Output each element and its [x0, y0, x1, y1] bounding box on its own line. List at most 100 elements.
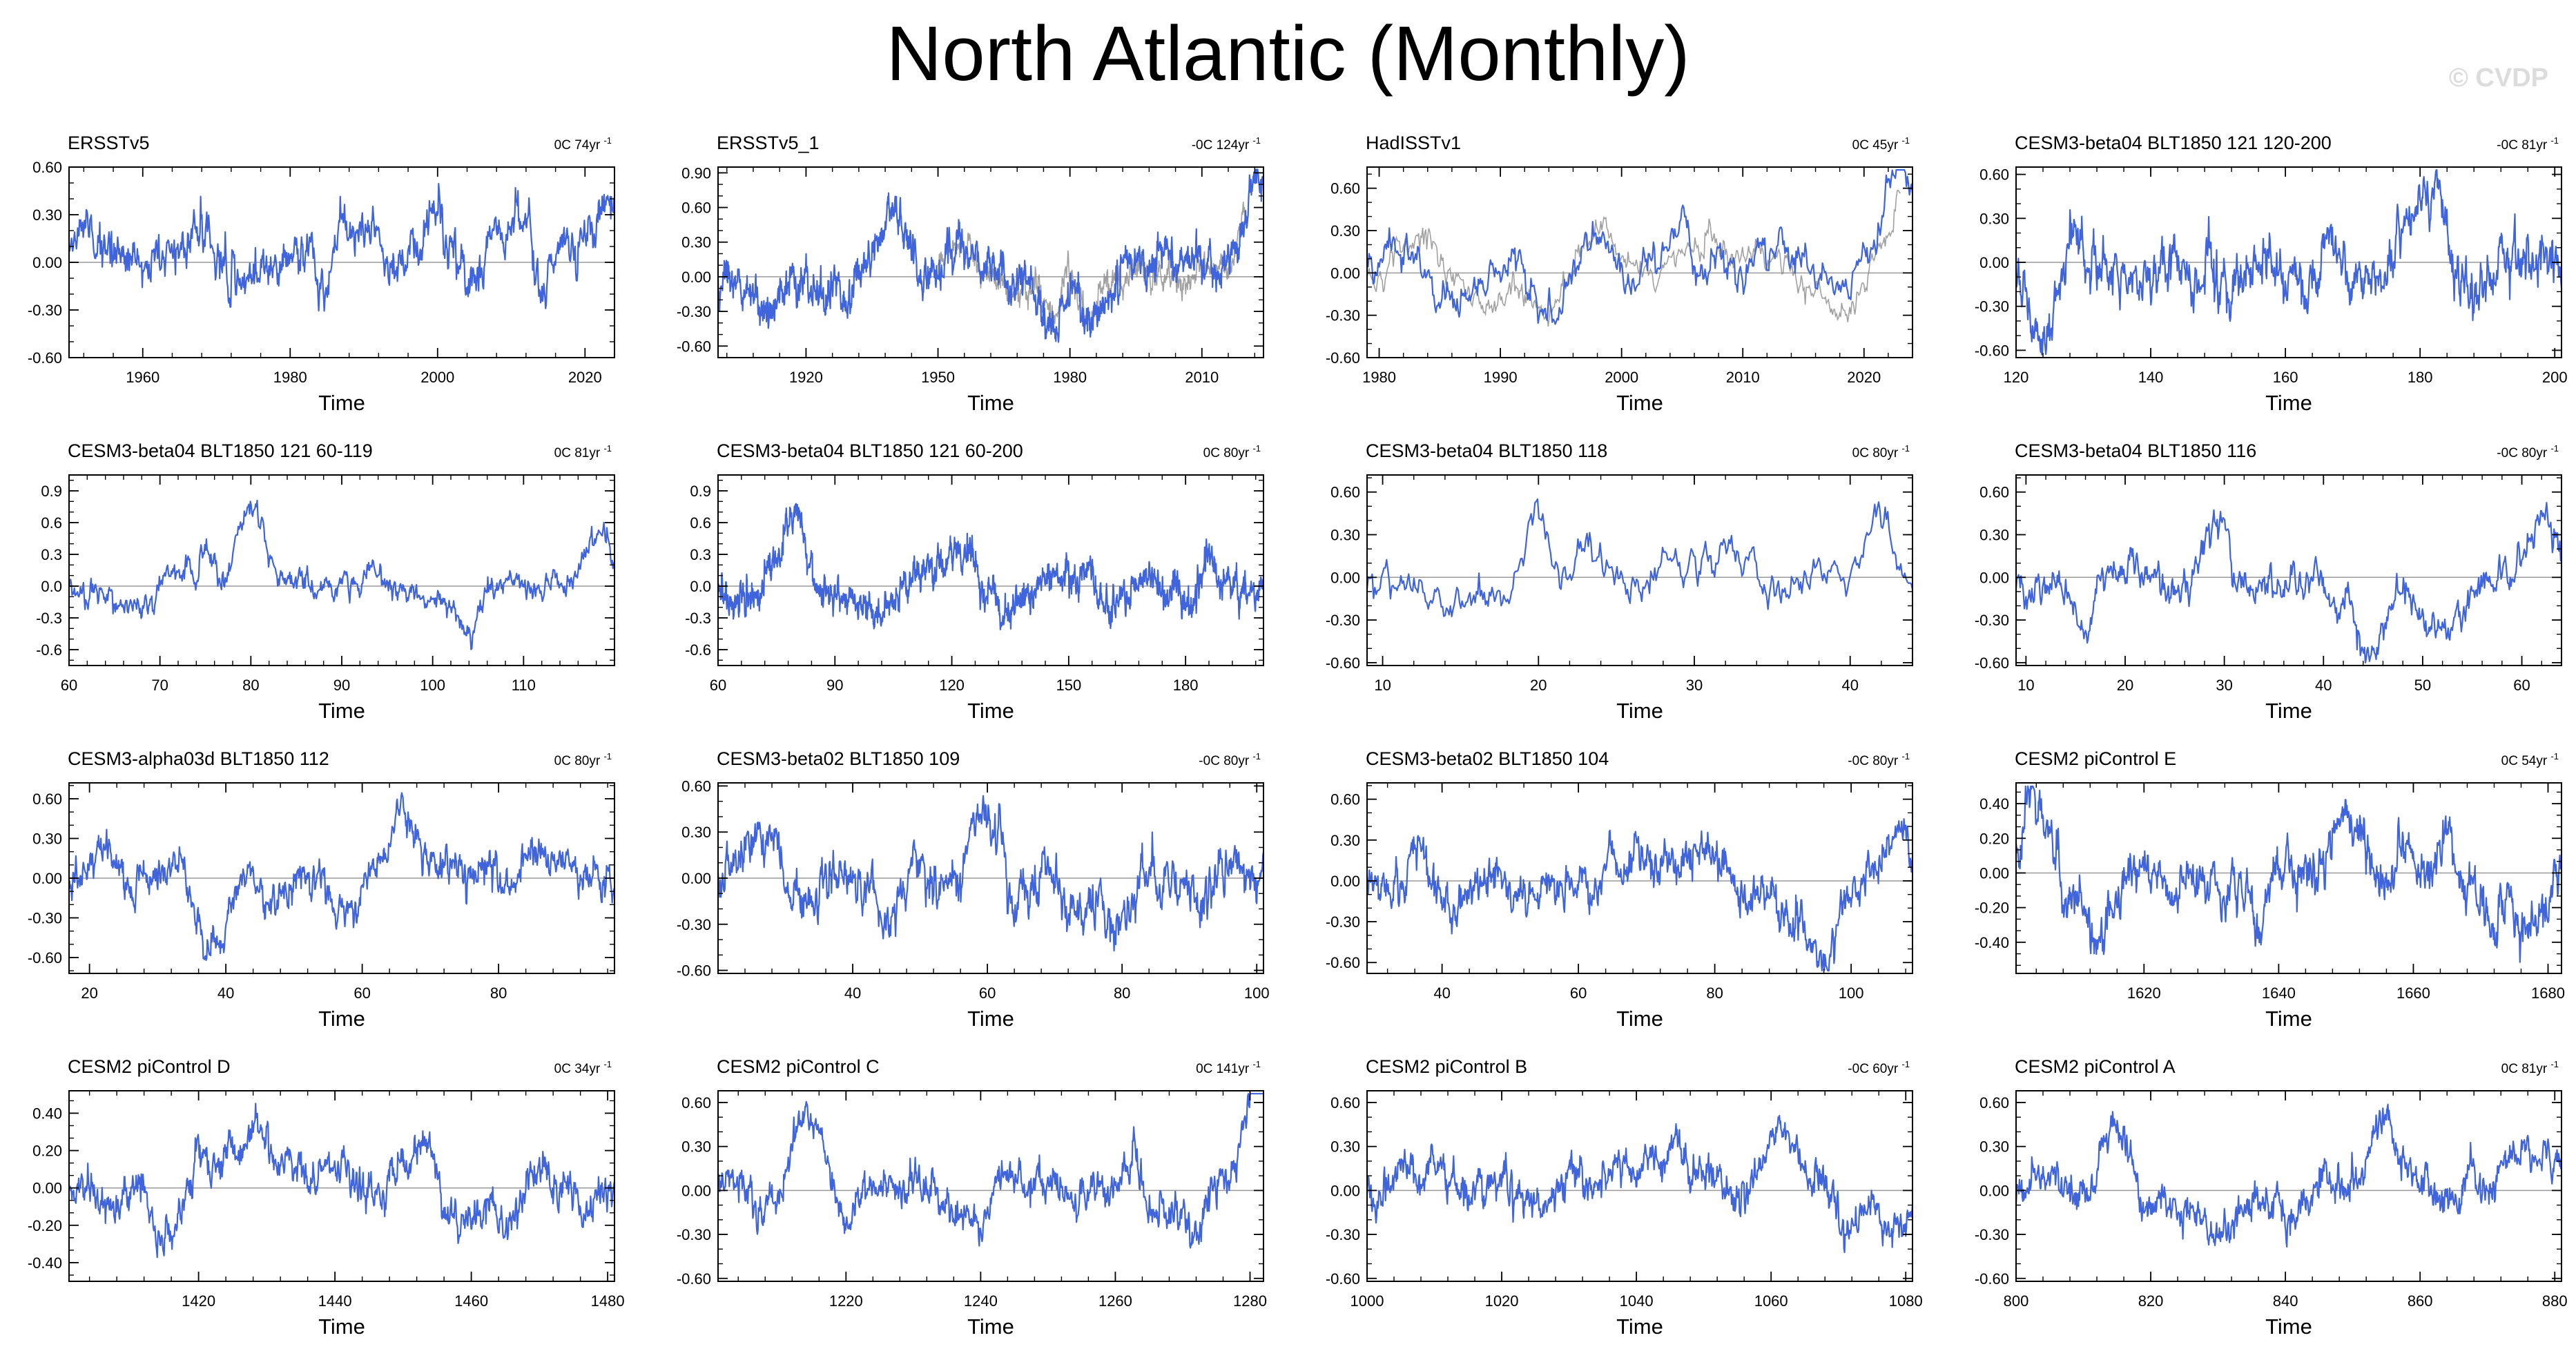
trend-label: 0C 34yr -1	[554, 1059, 612, 1076]
x-tick-label: 1480	[591, 1292, 625, 1310]
chart-panel: ERSSTv5_1 -0C 124yr -1 -0.60 -0.30 0.00 0.30 0…	[677, 133, 1265, 415]
x-tick-label: 1660	[2396, 984, 2430, 1002]
y-tick-label: 0.00	[1330, 1182, 1360, 1199]
trend-label: -0C 81yr -1	[2497, 135, 2559, 153]
x-tick-label: 120	[939, 677, 965, 694]
series-line	[68, 792, 616, 961]
chart-panel: CESM2 piControl B -0C 60yr -1 -0.60 -0.30 0.…	[1326, 1056, 1923, 1339]
x-axis-label: Time	[967, 1007, 1014, 1031]
series-line	[68, 183, 616, 312]
y-tick-label: -0.60	[28, 349, 62, 367]
y-tick-label: -0.60	[677, 1270, 711, 1288]
y-tick-label: 0.30	[32, 831, 62, 848]
series-line	[717, 168, 1265, 343]
x-tick-label: 1220	[829, 1292, 863, 1310]
x-tick-label: 60	[354, 984, 370, 1002]
y-tick-label: 0.60	[1330, 1094, 1360, 1111]
y-tick-label: 0.60	[1330, 791, 1360, 808]
trend-label: 0C 80yr -1	[1203, 443, 1261, 460]
x-tick-label: 160	[2273, 369, 2298, 386]
chart-panel: CESM3-beta04 BLT1850 118 0C 80yr -1 -0.60 -…	[1326, 440, 1914, 723]
y-tick-label: -0.30	[28, 302, 62, 319]
x-tick-label: 1040	[1620, 1292, 1654, 1310]
trend-unit: -1	[1901, 1059, 1910, 1069]
x-tick-label: 110	[512, 677, 536, 694]
y-tick-label: 0.9	[41, 483, 62, 500]
panel-title: CESM3-beta02 BLT1850 109	[717, 748, 960, 769]
x-tick-label: 1680	[2531, 984, 2565, 1002]
y-tick-label: 0.6	[690, 514, 711, 532]
x-tick-label: 1460	[454, 1292, 488, 1310]
x-tick-label: 100	[1839, 984, 1864, 1002]
y-tick-label: -0.30	[1326, 913, 1360, 931]
chart-panel: CESM3-beta04 BLT1850 121 60-119 0C 81yr -…	[36, 440, 615, 723]
panel-title: CESM2 piControl C	[717, 1056, 880, 1077]
y-tick-label: -0.60	[1975, 654, 2009, 672]
chart-panel: CESM2 piControl E 0C 54yr -1 -0.40 -0.20 0.0…	[1975, 748, 2565, 1031]
x-tick-label: 40	[217, 984, 234, 1002]
y-tick-label: -0.60	[1975, 342, 2009, 359]
y-tick-label: -0.30	[677, 1226, 711, 1243]
panel-title: CESM3-beta04 BLT1850 121 120-200	[2015, 133, 2332, 153]
trend-unit: -1	[1252, 751, 1261, 761]
y-tick-label: -0.6	[685, 641, 711, 659]
y-tick-label: -0.30	[1326, 1226, 1360, 1243]
y-tick-label: 0.30	[1330, 1138, 1360, 1156]
series-line	[2015, 169, 2563, 356]
x-tick-label: 200	[2542, 369, 2568, 386]
x-tick-label: 40	[844, 984, 861, 1002]
x-tick-label: 1260	[1098, 1292, 1132, 1310]
x-tick-label: 10	[2017, 677, 2034, 694]
x-tick-label: 1950	[921, 369, 955, 386]
y-tick-label: -0.30	[677, 303, 711, 320]
trend-unit: -1	[603, 443, 612, 454]
trend-label: -0C 124yr -1	[1192, 135, 1261, 153]
y-tick-label: -0.60	[1326, 654, 1360, 672]
panel-title: CESM2 piControl E	[2015, 748, 2176, 769]
x-tick-label: 2000	[1605, 369, 1638, 386]
x-axis-label: Time	[967, 391, 1014, 415]
y-tick-label: 0.30	[1330, 222, 1360, 240]
y-tick-label: 0.00	[1979, 864, 2009, 882]
panel-title: CESM3-beta04 BLT1850 118	[1366, 440, 1607, 461]
plot-frame	[2015, 474, 2562, 666]
x-tick-label: 20	[1530, 677, 1547, 694]
x-tick-label: 140	[2138, 369, 2164, 386]
x-tick-label: 60	[979, 984, 996, 1002]
x-tick-label: 1240	[964, 1292, 998, 1310]
x-tick-label: 1280	[1233, 1292, 1267, 1310]
y-tick-label: 0.00	[1979, 1182, 2009, 1199]
plot-frame	[1366, 474, 1913, 666]
series-line	[2015, 1103, 2563, 1248]
trend-label: -0C 80yr -1	[1199, 751, 1261, 768]
x-tick-label: 20	[2117, 677, 2133, 694]
y-tick-label: -0.60	[1326, 1270, 1360, 1288]
x-tick-label: 860	[2408, 1292, 2433, 1310]
y-tick-label: -0.60	[677, 962, 711, 980]
x-tick-label: 1080	[1889, 1292, 1923, 1310]
y-tick-label: 0.60	[1330, 484, 1360, 501]
x-axis-label: Time	[1616, 391, 1663, 415]
series-line	[68, 1103, 616, 1259]
x-tick-label: 2020	[1847, 369, 1881, 386]
trend-label: 0C 45yr -1	[1852, 135, 1910, 153]
trend-unit: -1	[2550, 751, 2559, 761]
trend-label: -0C 80yr -1	[1848, 751, 1910, 768]
x-tick-label: 1990	[1484, 369, 1518, 386]
trend-unit: -1	[1901, 135, 1910, 146]
trend-unit: -1	[1901, 751, 1910, 761]
y-tick-label: 0.60	[681, 777, 711, 795]
x-axis-label: Time	[2265, 391, 2312, 415]
plot-frame	[717, 1090, 1264, 1282]
y-tick-label: 0.60	[1330, 180, 1360, 197]
series-line	[717, 503, 1265, 631]
y-tick-label: 0.30	[681, 1138, 711, 1156]
chart-panel: HadISSTv1 0C 45yr -1 -0.60 -0.30 0.00 0.30 0.6…	[1326, 133, 1914, 415]
x-tick-label: 1640	[2262, 984, 2296, 1002]
x-tick-label: 60	[2513, 677, 2530, 694]
panel-title: ERSSTv5	[68, 133, 150, 153]
x-tick-label: 800	[2004, 1292, 2029, 1310]
chart-panel: CESM3-beta04 BLT1850 121 60-200 0C 80yr -…	[685, 440, 1265, 723]
chart-panel: ERSSTv5 0C 74yr -1 -0.60 -0.30 0.00 0.30 0.60 1…	[28, 133, 616, 415]
